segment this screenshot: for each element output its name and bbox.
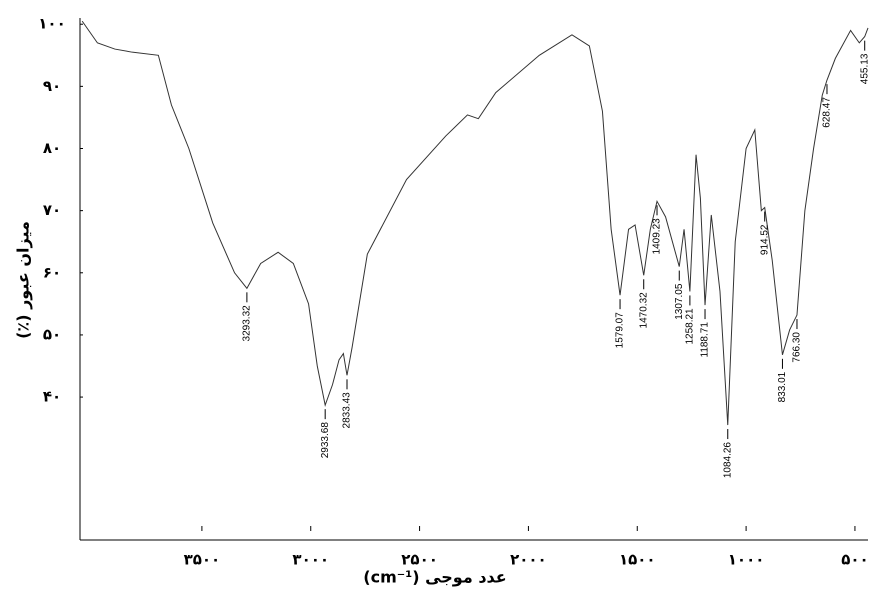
peak-label: 766.30: [792, 332, 803, 363]
y-tick-label: ۷۰: [43, 201, 61, 219]
peak-label: 2933.68: [320, 422, 331, 459]
x-tick-label: ۵۰۰: [841, 551, 868, 569]
y-tick-label: ۹۰: [43, 77, 61, 95]
x-tick-label: ۳۰۰۰: [292, 551, 329, 569]
y-tick-label: ۴۰: [43, 388, 61, 406]
peak-label: 1409.23: [652, 218, 663, 255]
peak-label: 455.13: [859, 53, 870, 84]
peak-label: 1084.26: [722, 442, 733, 479]
peak-label: 1307.05: [674, 283, 685, 320]
y-tick-label: ۵۰: [43, 325, 61, 343]
x-tick-label: ۲۵۰۰: [401, 551, 438, 569]
peak-label: 1579.07: [615, 312, 626, 349]
x-tick-label: ۳۵۰۰: [184, 551, 221, 569]
peak-label: 914.52: [759, 224, 770, 255]
spectrum-line: [81, 20, 869, 426]
y-tick-label: ۸۰: [43, 139, 61, 157]
x-tick-label: ۱۵۰۰: [619, 551, 656, 569]
x-axis-label: عدد موجی (cm⁻¹): [363, 568, 506, 587]
y-tick-label: ۱۰۰: [38, 15, 65, 33]
peak-label: 3293.32: [242, 305, 253, 342]
x-tick-label: ۱۰۰۰: [728, 551, 765, 569]
y-tick-label: ۶۰: [43, 263, 61, 281]
peak-label: 1258.21: [685, 308, 696, 345]
peak-label: 1470.32: [638, 292, 649, 329]
peak-label: 1188.71: [700, 322, 711, 358]
peak-label: 2833.43: [342, 392, 353, 429]
y-axis-label: میزان عبور (٪): [14, 221, 33, 339]
peak-label: 833.01: [777, 371, 788, 402]
x-tick-label: ۲۰۰۰: [510, 551, 547, 569]
peak-label: 628.47: [822, 97, 833, 128]
